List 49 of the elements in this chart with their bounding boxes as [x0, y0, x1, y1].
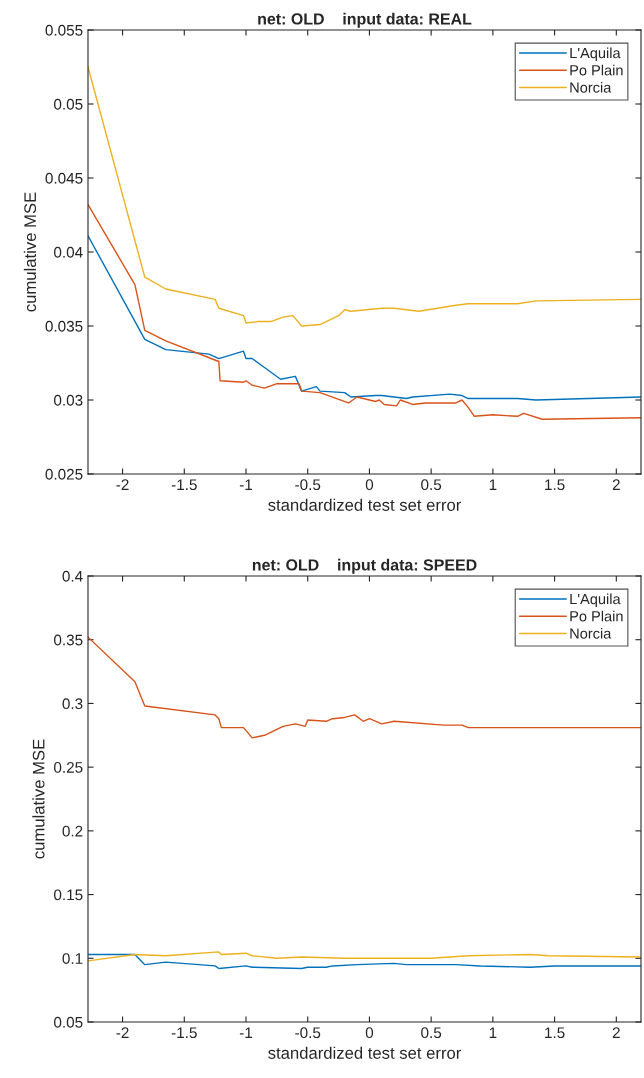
- y-tick-label: 0.035: [45, 320, 83, 332]
- x-tick-label: -1.5: [171, 1027, 197, 1039]
- legend-label: Po Plain: [570, 610, 623, 622]
- line-series: [88, 953, 641, 970]
- y-tick-label: 0.03: [54, 394, 83, 406]
- legend-label: Po Plain: [570, 64, 623, 76]
- x-tick-label: -0.5: [295, 1027, 321, 1039]
- y-tick-label: 0.3: [62, 698, 83, 710]
- y-tick-label: 0.35: [54, 634, 83, 646]
- x-tick-label: -2: [116, 479, 129, 490]
- y-tick-label: 0.05: [54, 98, 83, 110]
- x-tick-label: 0: [365, 479, 374, 491]
- line-series: [88, 951, 641, 962]
- x-tick-label: 1: [489, 1027, 497, 1038]
- x-tick-label: 0: [365, 1027, 374, 1039]
- line-series: [88, 235, 641, 401]
- x-axis-title: standardized test set error: [268, 1046, 462, 1059]
- y-tick-label: 0.045: [45, 172, 83, 184]
- line-series: [88, 203, 641, 420]
- y-tick-label: 0.1: [62, 953, 83, 964]
- chart-title: net: OLD input data: REAL: [258, 12, 472, 28]
- legend-label: Norcia: [570, 627, 612, 639]
- y-tick-label: 0.25: [54, 762, 83, 773]
- x-tick-label: 0.5: [421, 479, 442, 491]
- x-tick-label: -1: [239, 1027, 253, 1038]
- x-tick-label: -1: [239, 479, 253, 490]
- x-tick-label: 2: [612, 479, 620, 490]
- y-tick-label: 0.055: [45, 24, 83, 36]
- y-tick-label: 0.4: [62, 570, 83, 582]
- x-axis-title: standardized test set error: [268, 498, 462, 511]
- chart-title: net: OLD input data: SPEED: [252, 558, 477, 574]
- y-tick-label: 0.2: [62, 825, 83, 837]
- x-tick-label: 2: [612, 1027, 620, 1038]
- x-tick-label: 0.5: [421, 1027, 442, 1039]
- x-tick-label: 1.5: [545, 479, 565, 491]
- legend-label: L'Aquila: [570, 593, 621, 608]
- y-axis-title: cumulative MSE: [23, 192, 37, 312]
- y-tick-label: 0.15: [54, 889, 83, 901]
- x-tick-label: -1.5: [171, 479, 197, 491]
- y-tick-label: 0.025: [45, 468, 83, 480]
- x-tick-label: -2: [116, 1027, 129, 1038]
- legend-label: Norcia: [570, 81, 612, 93]
- x-tick-label: -0.5: [295, 479, 321, 491]
- legend-label: L'Aquila: [570, 47, 621, 62]
- y-axis-title: cumulative MSE: [32, 739, 45, 859]
- y-tick-label: 0.05: [54, 1016, 83, 1028]
- x-tick-label: 1.5: [545, 1027, 565, 1039]
- y-tick-label: 0.04: [54, 246, 83, 258]
- x-tick-label: 1: [489, 479, 497, 490]
